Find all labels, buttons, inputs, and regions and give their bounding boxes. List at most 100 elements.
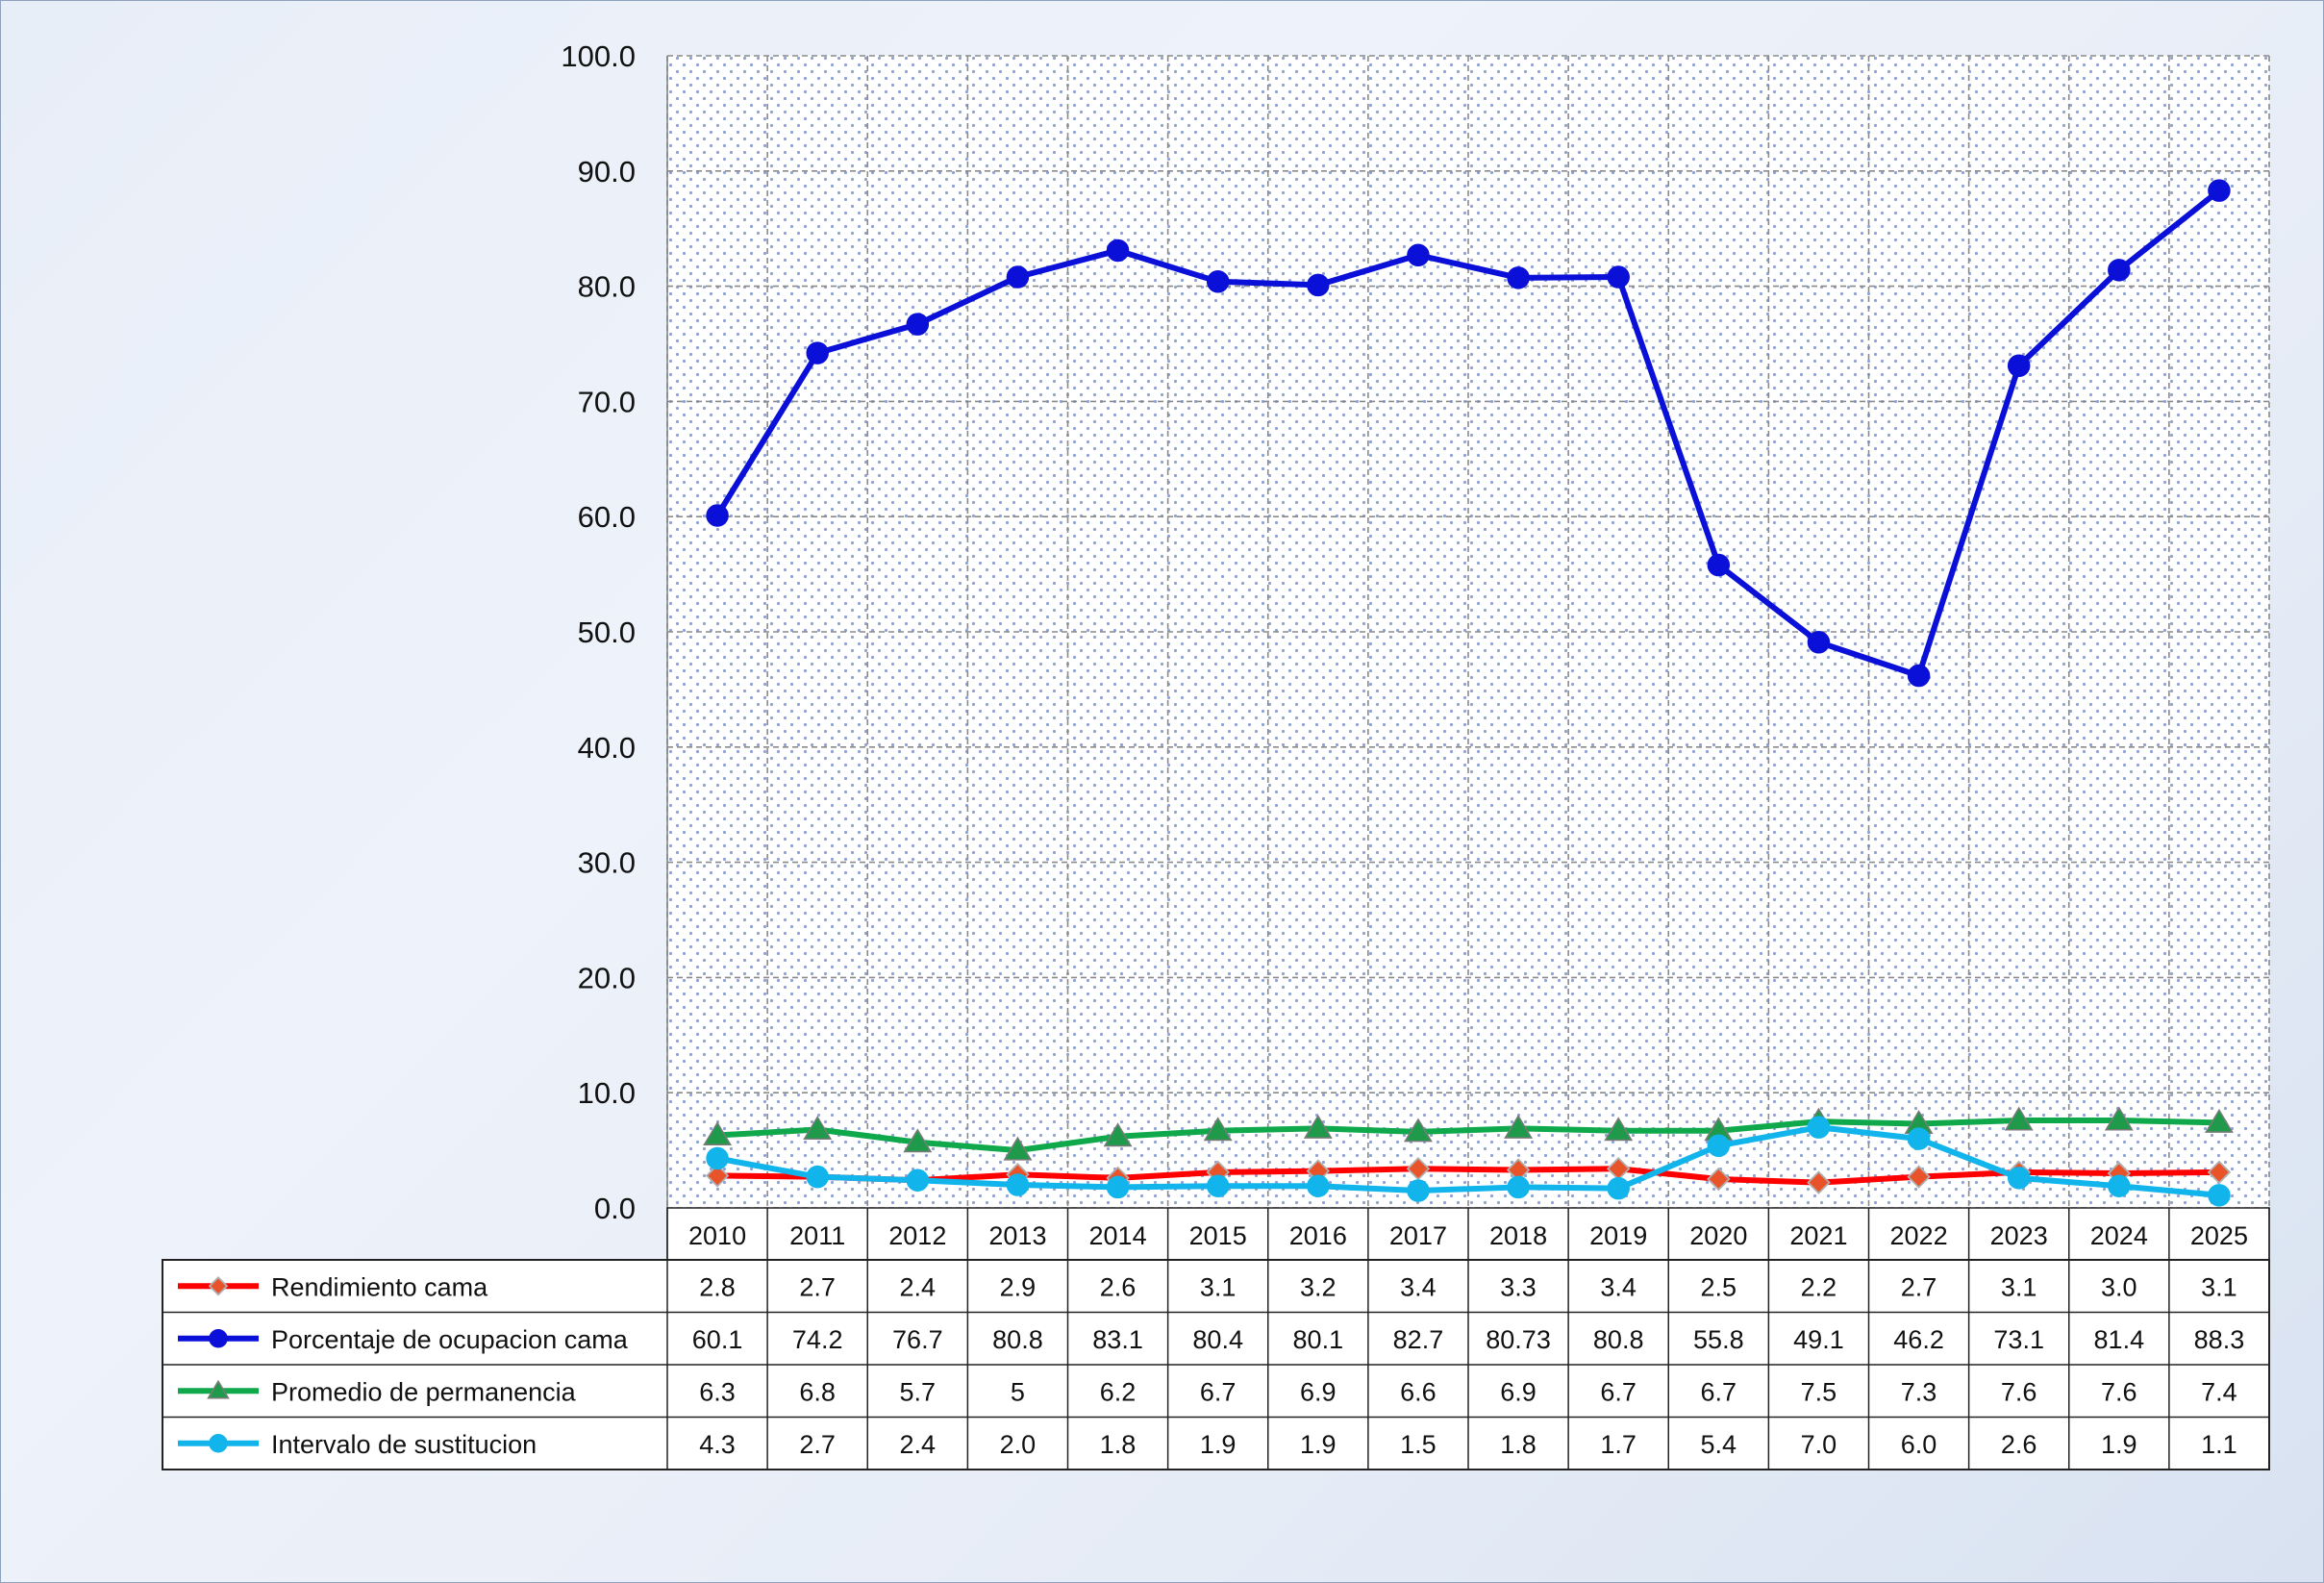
data-label: 6.9 [1300, 1377, 1337, 1406]
data-label: 7.5 [1801, 1377, 1837, 1406]
series-line [714, 1124, 2222, 1198]
y-tick-label: 20.0 [578, 961, 636, 994]
data-label: 2.8 [699, 1272, 736, 1301]
data-label: 6.2 [1100, 1377, 1137, 1406]
y-tick-label: 10.0 [578, 1076, 636, 1110]
y-tick-label: 80.0 [578, 270, 636, 304]
data-point [1607, 1176, 1630, 1200]
x-tick-label: 2024 [2090, 1221, 2148, 1250]
x-tick-label: 2023 [1990, 1221, 2048, 1250]
data-label: 76.7 [892, 1325, 943, 1354]
series-intervalo-de-sustitucion [706, 1116, 2231, 1207]
data-label: 2.4 [900, 1430, 937, 1459]
data-point [2104, 1106, 2134, 1131]
data-label: 2.7 [799, 1430, 836, 1459]
data-point [1206, 1174, 1230, 1197]
data-point [1403, 1118, 1433, 1143]
data-point [706, 504, 729, 527]
y-tick-label: 50.0 [578, 616, 636, 649]
data-point [1807, 1116, 1831, 1139]
y-tick-label: 60.0 [578, 500, 636, 534]
data-point [2208, 1184, 2231, 1207]
data-label: 83.1 [1092, 1325, 1143, 1354]
data-label: 2.9 [1000, 1272, 1037, 1301]
y-tick-label: 70.0 [578, 385, 636, 418]
data-label: 1.7 [1600, 1430, 1637, 1459]
data-point [1707, 1167, 1731, 1192]
legend-label: Intervalo de sustitucion [271, 1430, 537, 1459]
data-label: 46.2 [1893, 1325, 1944, 1354]
y-tick-label: 30.0 [578, 846, 636, 880]
data-point [1003, 1136, 1033, 1161]
data-label: 6.8 [799, 1377, 836, 1406]
data-point [1907, 664, 1931, 688]
x-tick-label: 2014 [1089, 1221, 1147, 1250]
x-tick-label: 2025 [2190, 1221, 2248, 1250]
series-lines [703, 179, 2234, 1207]
data-point [1106, 1175, 1130, 1199]
data-point [1907, 1165, 1931, 1189]
data-point [1807, 1170, 1831, 1194]
data-label: 1.1 [2201, 1430, 2237, 1459]
data-point [1103, 1122, 1133, 1147]
data-point [2004, 1106, 2034, 1131]
data-label: 6.7 [1600, 1377, 1637, 1406]
data-label: 3.4 [1600, 1272, 1637, 1301]
y-tick-label: 40.0 [578, 731, 636, 765]
data-label: 6.6 [1400, 1377, 1437, 1406]
data-label: 1.9 [1200, 1430, 1237, 1459]
x-tick-label: 2015 [1189, 1221, 1247, 1250]
legend-marker [207, 1379, 230, 1399]
data-point [1407, 1179, 1430, 1202]
legend-marker [209, 1434, 228, 1453]
data-label: 1.9 [2101, 1430, 2137, 1459]
data-point [1504, 1114, 1534, 1139]
data-label: 2.5 [1701, 1272, 1737, 1301]
series-line [714, 188, 2222, 679]
data-label: 3.1 [1200, 1272, 1237, 1301]
data-label: 80.73 [1486, 1325, 1551, 1354]
data-label: 7.6 [2001, 1377, 2037, 1406]
y-tick-label: 90.0 [578, 155, 636, 188]
data-point [1106, 239, 1130, 263]
data-label: 7.0 [1801, 1430, 1837, 1459]
data-label: 60.1 [692, 1325, 743, 1354]
data-point [2108, 259, 2131, 282]
legend-label: Promedio de permanencia [271, 1377, 577, 1406]
data-label: 2.2 [1801, 1272, 1837, 1301]
data-point [906, 313, 930, 336]
data-point [1604, 1117, 1634, 1142]
data-label: 7.6 [2101, 1377, 2137, 1406]
data-point [705, 1164, 730, 1188]
data-point [1307, 1174, 1330, 1197]
data-point [1507, 266, 1530, 289]
x-tick-label: 2017 [1389, 1221, 1447, 1250]
data-label: 5 [1011, 1377, 1025, 1406]
data-label: 3.1 [2201, 1272, 2237, 1301]
data-label: 6.7 [1701, 1377, 1737, 1406]
data-point [2204, 1108, 2234, 1133]
data-label: 5.4 [1701, 1430, 1737, 1459]
data-label: 2.6 [1100, 1272, 1137, 1301]
data-point [1303, 1114, 1333, 1139]
y-tick-label: 0.0 [594, 1192, 636, 1225]
data-label: 81.4 [2094, 1325, 2145, 1354]
data-label: 2.7 [799, 1272, 836, 1301]
data-point [703, 1121, 733, 1146]
data-point [1707, 1134, 1731, 1158]
series-line [714, 1117, 2222, 1154]
legend-label: Porcentaje de ocupacion cama [271, 1325, 629, 1354]
series-line [714, 1166, 2222, 1186]
data-label: 4.3 [699, 1430, 736, 1459]
data-label: 6.3 [699, 1377, 736, 1406]
legend-marker [208, 1275, 229, 1296]
x-tick-label: 2010 [688, 1221, 746, 1250]
data-point [2007, 1167, 2031, 1190]
plot-area [666, 55, 2270, 1209]
data-label: 3.4 [1400, 1272, 1437, 1301]
data-label: 1.8 [1100, 1430, 1137, 1459]
data-label: 6.7 [1200, 1377, 1237, 1406]
data-label: 3.3 [1500, 1272, 1537, 1301]
data-point [2108, 1174, 2131, 1197]
